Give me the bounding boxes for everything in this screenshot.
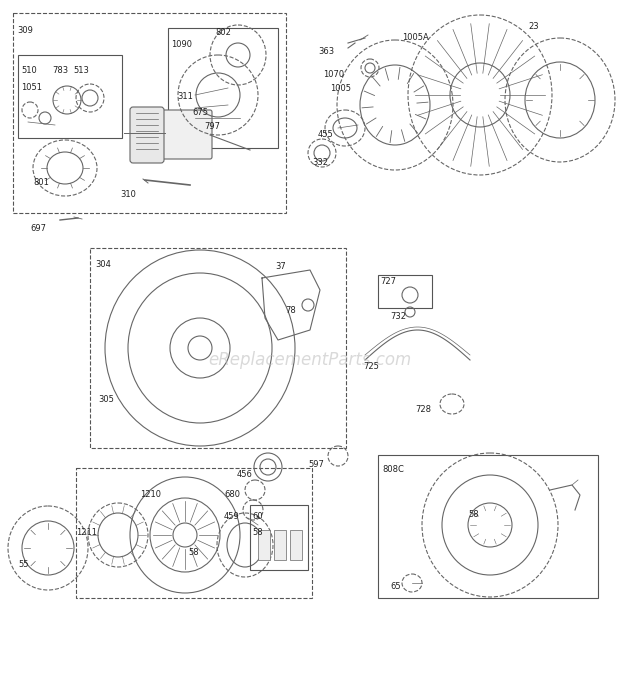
- Text: 725: 725: [363, 362, 379, 371]
- Text: 1070: 1070: [323, 70, 344, 79]
- Text: 783: 783: [52, 66, 68, 75]
- Text: 680: 680: [224, 490, 240, 499]
- Text: 58: 58: [188, 548, 198, 557]
- Bar: [13, 13, 286, 213]
- Text: 78: 78: [285, 306, 296, 315]
- Text: 1005A: 1005A: [402, 33, 429, 42]
- Text: 310: 310: [120, 190, 136, 199]
- Bar: [290, 530, 302, 560]
- Text: 304: 304: [95, 260, 111, 269]
- Text: 311: 311: [177, 92, 193, 101]
- Text: 55: 55: [18, 560, 29, 569]
- Text: 455: 455: [318, 130, 334, 139]
- Text: 363: 363: [318, 47, 334, 56]
- Text: 513: 513: [73, 66, 89, 75]
- FancyBboxPatch shape: [130, 107, 164, 163]
- Text: 23: 23: [528, 22, 539, 31]
- Text: 309: 309: [17, 26, 33, 35]
- Bar: [378, 455, 598, 598]
- Bar: [76, 468, 312, 598]
- Text: eReplacementParts.com: eReplacementParts.com: [208, 351, 412, 369]
- Bar: [378, 275, 432, 308]
- Bar: [258, 530, 270, 560]
- Bar: [168, 28, 278, 148]
- Text: 728: 728: [415, 405, 431, 414]
- Text: 597: 597: [308, 460, 324, 469]
- Text: 510: 510: [21, 66, 37, 75]
- Text: 1051: 1051: [21, 83, 42, 92]
- Text: 58: 58: [468, 510, 479, 519]
- Text: 456: 456: [237, 470, 253, 479]
- Text: 58: 58: [252, 528, 263, 537]
- Text: 60: 60: [252, 512, 263, 521]
- Text: 305: 305: [98, 395, 114, 404]
- Text: 727: 727: [380, 277, 396, 286]
- Bar: [250, 505, 308, 570]
- Text: 332: 332: [312, 158, 328, 167]
- Bar: [18, 55, 122, 138]
- Text: 808C: 808C: [382, 465, 404, 474]
- Text: 65: 65: [390, 582, 401, 591]
- Text: 675: 675: [192, 108, 208, 117]
- Text: 37: 37: [275, 262, 286, 271]
- Text: 802: 802: [215, 28, 231, 37]
- Text: 697: 697: [30, 224, 46, 233]
- Text: 801: 801: [33, 178, 49, 187]
- Text: 1090: 1090: [171, 40, 192, 49]
- Text: 459: 459: [224, 512, 240, 521]
- Text: 797: 797: [204, 122, 220, 131]
- Text: 1210: 1210: [140, 490, 161, 499]
- Bar: [274, 530, 286, 560]
- Text: 1005: 1005: [330, 84, 351, 93]
- Bar: [90, 248, 346, 448]
- Text: 732: 732: [390, 312, 406, 321]
- Text: 1211: 1211: [76, 528, 97, 537]
- FancyBboxPatch shape: [153, 110, 212, 159]
